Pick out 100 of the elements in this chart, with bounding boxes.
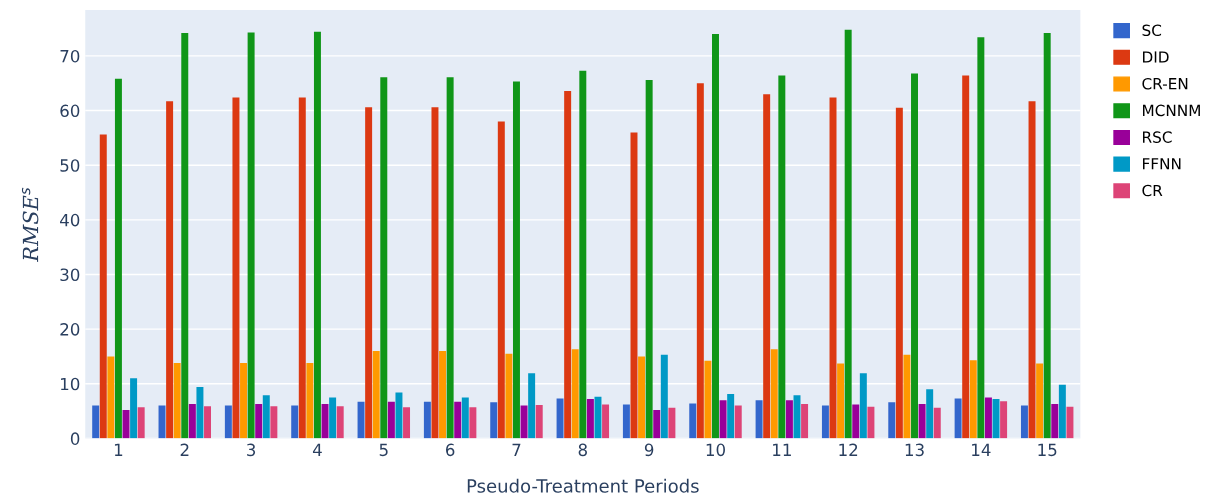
bar — [852, 404, 860, 439]
legend-label: DID — [1143, 51, 1169, 63]
bar — [387, 401, 395, 439]
bar — [357, 401, 365, 439]
bar — [262, 395, 270, 439]
bar — [196, 387, 204, 439]
bar — [888, 402, 896, 439]
bar — [423, 401, 431, 439]
bar — [837, 363, 845, 439]
bar — [107, 356, 115, 439]
bar — [727, 394, 735, 439]
bar — [719, 400, 727, 439]
bar — [602, 404, 610, 439]
x-tick-label: 15 — [1038, 443, 1057, 457]
y-tick-label: 30 — [60, 268, 80, 282]
bar — [645, 79, 653, 439]
legend-label: FFNN — [1143, 158, 1181, 170]
legend-label: CR-EN — [1142, 77, 1188, 90]
bar — [255, 403, 263, 439]
bar — [689, 403, 697, 439]
bar — [329, 397, 337, 439]
bar — [734, 405, 742, 439]
bar — [270, 406, 278, 439]
bar — [895, 107, 903, 439]
x-tick-label: 4 — [312, 443, 322, 456]
bar — [984, 397, 992, 439]
bar — [969, 360, 977, 439]
x-tick-label: 9 — [644, 443, 654, 457]
legend-label: RSC — [1143, 131, 1172, 143]
bar — [1058, 384, 1066, 439]
bar — [204, 406, 211, 439]
x-tick-label: 7 — [512, 443, 521, 456]
y-tick-label: 60 — [60, 104, 80, 118]
bar — [497, 121, 505, 439]
bar — [395, 392, 403, 439]
bar — [372, 350, 380, 439]
y-tick-label: 40 — [60, 213, 80, 227]
bar — [801, 403, 809, 439]
y-tick-label: 10 — [61, 377, 80, 391]
bar — [653, 409, 661, 439]
bar — [962, 75, 970, 439]
x-tick-label: 11 — [773, 443, 791, 456]
bar — [528, 373, 536, 439]
bar — [173, 362, 181, 439]
bar — [188, 403, 196, 439]
bar — [232, 97, 240, 439]
bar — [594, 396, 602, 439]
bar — [224, 405, 232, 439]
bar — [579, 70, 587, 439]
bar — [321, 403, 329, 439]
bar — [755, 400, 763, 439]
bar — [439, 350, 447, 439]
bar — [520, 405, 528, 439]
x-tick-label: 5 — [379, 443, 388, 457]
bar — [867, 406, 875, 439]
bar — [911, 73, 918, 439]
bar — [431, 107, 439, 439]
bar — [461, 397, 469, 439]
x-tick-label: 6 — [445, 443, 455, 457]
x-tick-label: 3 — [247, 443, 256, 457]
bar — [704, 360, 712, 439]
bar — [298, 97, 306, 439]
bar — [770, 349, 778, 439]
bar — [247, 32, 255, 439]
bar — [638, 356, 646, 439]
bar — [712, 34, 719, 439]
bar — [99, 134, 107, 439]
bar — [1043, 32, 1051, 439]
bar — [778, 75, 786, 439]
legend-label: CR — [1142, 184, 1163, 197]
x-tick-label: 1 — [114, 443, 123, 456]
bar — [903, 354, 911, 439]
y-tick-label: 70 — [60, 49, 80, 63]
bar — [1036, 363, 1044, 439]
bar — [1051, 403, 1059, 439]
x-axis-title: Pseudo-Treatment Periods — [467, 478, 699, 493]
bar — [918, 403, 926, 439]
x-tick-label: 8 — [578, 443, 587, 457]
bar — [490, 402, 498, 439]
legend-label: MCNNM — [1143, 104, 1200, 117]
bar — [365, 107, 373, 439]
bar — [535, 405, 543, 439]
bar — [992, 399, 1000, 439]
bar — [696, 83, 704, 439]
bar — [933, 407, 941, 439]
y-tick-label: 0 — [70, 432, 80, 445]
bar — [1066, 406, 1074, 439]
x-tick-label: 12 — [839, 443, 858, 456]
bar — [763, 94, 771, 439]
bar — [380, 77, 388, 439]
bar — [1028, 101, 1036, 439]
bar — [564, 90, 572, 439]
bar — [556, 398, 564, 439]
bar — [306, 362, 314, 439]
bar — [1000, 401, 1008, 439]
y-tick-label: 20 — [60, 323, 80, 336]
y-tick-label: 50 — [60, 159, 80, 172]
bar — [446, 77, 454, 439]
bar — [454, 401, 462, 439]
bar — [954, 398, 962, 439]
